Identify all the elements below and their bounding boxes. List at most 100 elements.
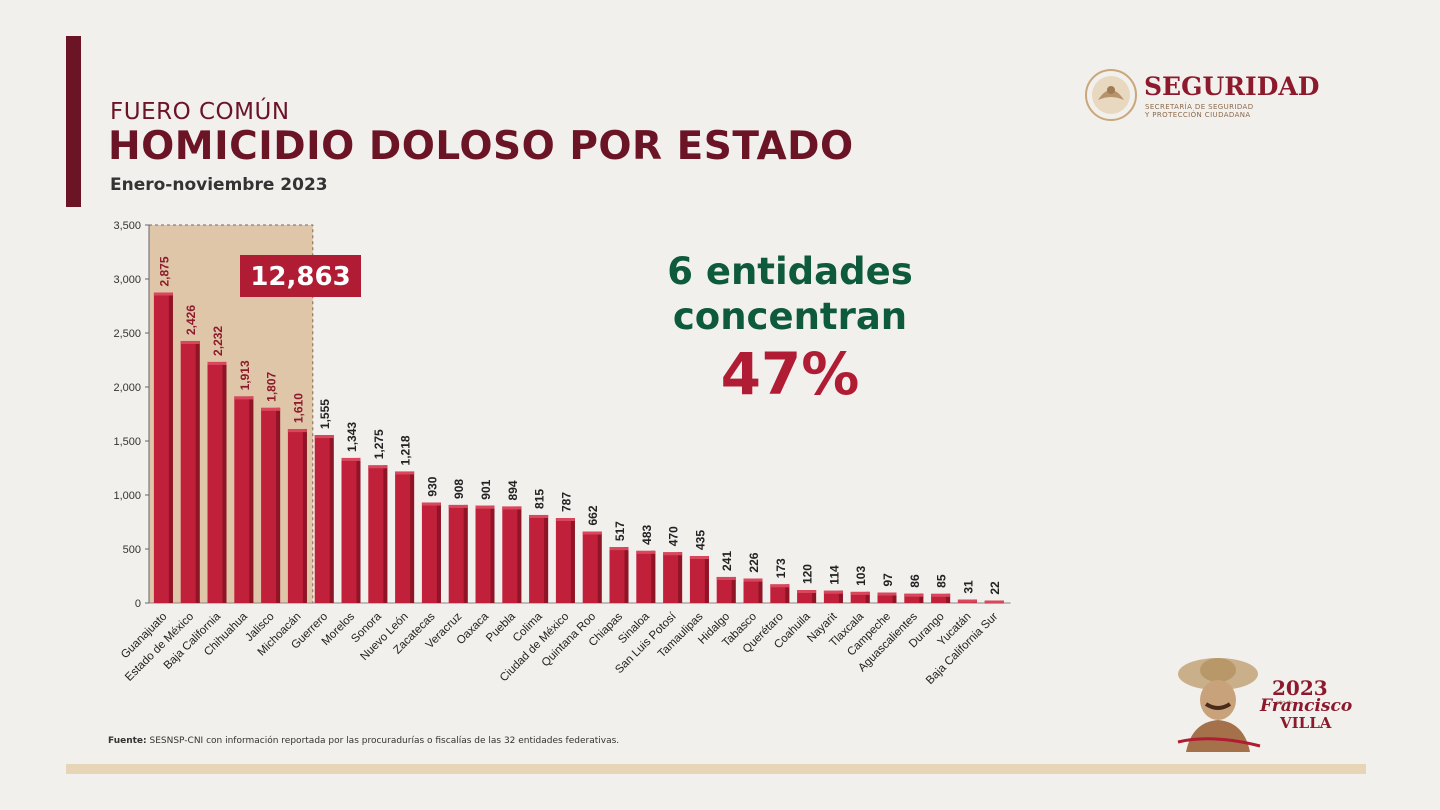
y-tick-label: 0	[135, 598, 141, 610]
bar-top	[529, 514, 549, 518]
bar-top	[877, 592, 897, 596]
bar-top	[475, 505, 495, 509]
bar	[663, 552, 683, 603]
bar-top	[582, 531, 602, 535]
data-label: 114	[827, 565, 841, 585]
bar-shade	[624, 547, 629, 603]
bar-shade	[651, 550, 656, 603]
data-label: 1,275	[372, 429, 386, 459]
bar-top	[368, 465, 388, 469]
bar-top	[823, 590, 843, 594]
bar	[207, 361, 227, 603]
bar	[234, 396, 254, 603]
y-tick-label: 500	[123, 544, 141, 556]
bar-shade	[865, 591, 870, 603]
data-label: 470	[667, 526, 681, 546]
callout-line2: concentran	[672, 295, 908, 338]
y-tick-label: 1,000	[113, 490, 141, 502]
bar	[689, 556, 709, 603]
data-label: 787	[559, 492, 573, 512]
badge-name1: Francisco	[1260, 696, 1353, 716]
badge-year: 2023	[1272, 676, 1328, 700]
bar-shade	[570, 518, 575, 603]
data-label: 85	[935, 574, 949, 588]
data-label: 435	[693, 530, 707, 550]
data-label: 894	[506, 480, 520, 500]
bar	[180, 340, 200, 603]
bar-shade	[919, 593, 924, 603]
bar-top	[850, 591, 870, 595]
data-label: 1,343	[345, 422, 359, 452]
data-label: 1,555	[318, 399, 332, 429]
bar-top	[287, 429, 307, 433]
bar	[850, 591, 870, 603]
data-label: 517	[613, 521, 627, 541]
bar	[502, 506, 522, 603]
bar	[636, 550, 656, 603]
bar-shade	[812, 590, 817, 603]
bar	[904, 593, 924, 603]
y-tick-label: 3,000	[113, 274, 141, 286]
data-label: 226	[747, 552, 761, 572]
francisco-villa-badge: 2023 año de Francisco VILLA	[1172, 656, 1352, 752]
bar-top	[957, 599, 977, 603]
source-note: Fuente: SESNSP-CNI con información repor…	[108, 736, 619, 746]
bar-top	[153, 292, 173, 296]
bar-shade	[731, 576, 736, 603]
bar-top	[341, 457, 361, 461]
bar-shade	[597, 531, 602, 603]
bar-top	[448, 504, 468, 508]
bar	[797, 590, 817, 603]
bar-top	[904, 593, 924, 597]
bar	[421, 502, 441, 603]
bar-top	[716, 576, 736, 580]
bar-shade	[276, 407, 281, 603]
bar	[153, 292, 173, 603]
bar-shade	[195, 340, 200, 603]
bar-top	[261, 407, 281, 411]
bar-shade	[892, 592, 897, 603]
bar	[341, 457, 361, 603]
bar-top	[314, 435, 334, 439]
bar-top	[663, 552, 683, 556]
bar-top	[180, 340, 200, 344]
bar-shade	[463, 504, 468, 603]
bar-shade	[410, 471, 415, 603]
bar-top	[609, 547, 629, 551]
data-label: 908	[452, 479, 466, 499]
bar	[743, 578, 763, 603]
bar-shade	[517, 506, 522, 603]
data-label: 241	[720, 551, 734, 571]
data-label: 2,875	[157, 256, 171, 286]
y-tick-label: 3,500	[113, 220, 141, 232]
bar-shade	[356, 457, 361, 603]
bar-top	[984, 600, 1004, 604]
bar	[475, 505, 495, 603]
bar-top	[797, 590, 817, 594]
data-label: 1,218	[399, 435, 413, 465]
bar	[395, 471, 415, 603]
bottom-band	[66, 764, 1366, 774]
badge-name2: VILLA	[1280, 714, 1332, 732]
bar-shade	[436, 502, 441, 603]
bar	[555, 518, 575, 603]
data-label: 97	[881, 573, 895, 587]
bar	[823, 590, 843, 603]
logo-line1: SECRETARÍA DE SEGURIDAD	[1145, 103, 1254, 111]
highlight-total-box	[240, 255, 361, 297]
y-tick-label: 1,500	[113, 436, 141, 448]
data-label: 1,610	[291, 393, 305, 423]
data-label: 86	[908, 574, 922, 588]
bar-top	[207, 361, 227, 365]
data-label: 31	[961, 580, 975, 594]
bar	[287, 429, 307, 603]
bar	[261, 407, 281, 603]
bar-top	[502, 506, 522, 510]
bar	[448, 504, 468, 603]
bar	[582, 531, 602, 603]
bar-shade	[838, 590, 843, 603]
page-title: HOMICIDIO DOLOSO POR ESTADO	[108, 124, 854, 169]
data-label: 173	[774, 558, 788, 578]
bar-top	[395, 471, 415, 475]
data-label: 930	[425, 476, 439, 496]
